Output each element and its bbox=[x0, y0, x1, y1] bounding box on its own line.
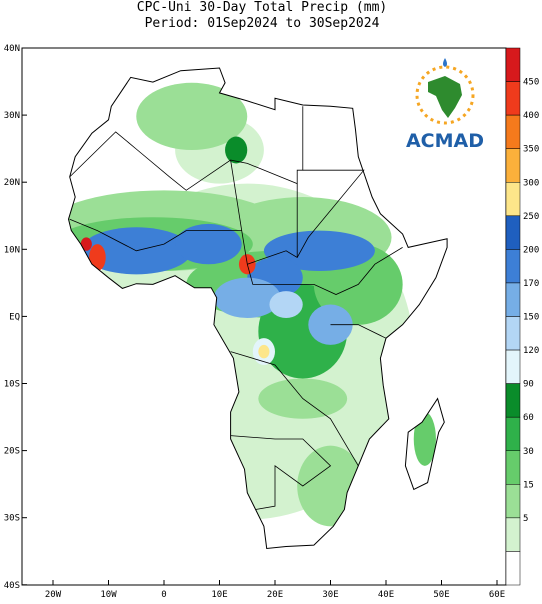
y-tick-label: 40N bbox=[4, 44, 20, 54]
x-tick-label: 30E bbox=[322, 590, 338, 600]
y-tick-label: 20N bbox=[4, 178, 20, 188]
coastline-path bbox=[404, 397, 445, 491]
colorbar-swatch bbox=[505, 517, 521, 552]
colorbar-swatch bbox=[505, 47, 521, 82]
coastline bbox=[67, 67, 448, 550]
y-tick-label: 30N bbox=[4, 111, 20, 121]
y-tick-label: EQ bbox=[9, 312, 20, 322]
y-tick-label: 40S bbox=[4, 581, 20, 591]
colorbar: 450 400 350 300 250 200 170 150 120 90 60 30 15 5 bbox=[505, 47, 539, 586]
colorbar-swatch bbox=[505, 416, 521, 451]
precip-area bbox=[258, 344, 270, 359]
precip-area bbox=[80, 237, 92, 251]
colorbar-label: 170 bbox=[523, 279, 539, 289]
precip-area bbox=[263, 230, 375, 271]
border-line bbox=[247, 169, 365, 265]
colorbar-swatch bbox=[505, 114, 521, 149]
x-tick-label: 0 bbox=[161, 590, 166, 600]
colorbar-swatch bbox=[505, 349, 521, 384]
precip-area bbox=[413, 412, 436, 466]
colorbar-swatch bbox=[505, 215, 521, 250]
border-line bbox=[330, 324, 387, 339]
colorbar-label: 150 bbox=[523, 313, 539, 323]
logo-text: ACMAD bbox=[406, 130, 484, 152]
x-tick-label: 20W bbox=[45, 590, 62, 600]
colorbar-label: 200 bbox=[523, 245, 539, 255]
coastline-path bbox=[67, 67, 448, 550]
colorbar-label: 450 bbox=[523, 78, 539, 88]
map-subtitle: Period: 01Sep2024 to 30Sep2024 bbox=[145, 16, 380, 31]
border-line bbox=[230, 435, 332, 510]
colorbar-swatch bbox=[505, 282, 521, 317]
precip-area bbox=[225, 136, 248, 164]
map-title: CPC-Uni 30-Day Total Precip (mm) bbox=[137, 0, 387, 15]
colorbar-label: 120 bbox=[523, 346, 539, 356]
colorbar-swatch bbox=[505, 316, 521, 351]
colorbar-swatch bbox=[505, 182, 521, 217]
colorbar-swatch bbox=[505, 450, 521, 485]
y-tick-label: 30S bbox=[4, 514, 20, 524]
y-tick-label: 20S bbox=[4, 447, 20, 457]
x-tick-label: 40E bbox=[378, 590, 394, 600]
x-tick-label: 10W bbox=[100, 590, 117, 600]
colorbar-swatch bbox=[505, 148, 521, 183]
precip-area bbox=[89, 244, 106, 271]
y-tick-label: 10S bbox=[4, 380, 20, 390]
border-line bbox=[230, 160, 403, 295]
precip-area bbox=[136, 82, 248, 150]
x-tick-label: 20E bbox=[267, 590, 283, 600]
precip-area bbox=[213, 277, 281, 318]
x-tick-label: 60E bbox=[489, 590, 505, 600]
x-tick-label: 10E bbox=[211, 590, 227, 600]
colorbar-swatch bbox=[505, 249, 521, 284]
border-line bbox=[69, 218, 242, 252]
precip-area bbox=[175, 223, 242, 265]
colorbar-label: 90 bbox=[523, 380, 534, 390]
colorbar-label: 400 bbox=[523, 111, 539, 121]
colorbar-label: 300 bbox=[523, 178, 539, 188]
colorbar-label: 250 bbox=[523, 212, 539, 222]
precip-area bbox=[269, 291, 303, 318]
colorbar-swatch bbox=[505, 551, 521, 586]
border-line bbox=[230, 351, 359, 467]
colorbar-label: 60 bbox=[523, 413, 534, 423]
colorbar-swatch bbox=[505, 484, 521, 519]
x-tick-label: 50E bbox=[433, 590, 449, 600]
colorbar-label: 30 bbox=[523, 447, 534, 457]
colorbar-swatch bbox=[505, 81, 521, 116]
logo: ACMAD bbox=[406, 58, 484, 152]
y-tick-label: 10N bbox=[4, 245, 20, 255]
colorbar-label: 5 bbox=[523, 514, 528, 524]
axis-ticks: 20W 10W 0 10E 20E 30E 40E 50E 60E 40N 30N 20N 10N EQ 1… bbox=[4, 44, 505, 600]
colorbar-swatch bbox=[505, 383, 521, 418]
colorbar-label: 350 bbox=[523, 145, 539, 155]
colorbar-label: 15 bbox=[523, 480, 534, 490]
